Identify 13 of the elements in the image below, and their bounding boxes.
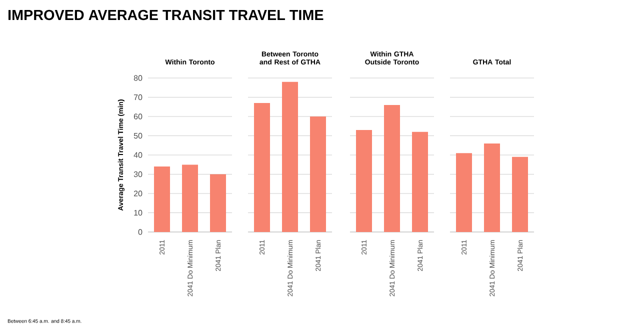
text: IMPROVED AVERAGE TRANSIT TRAVEL TIME: [8, 10, 324, 20]
bar: [182, 164, 198, 232]
y-tick-label: 10: [134, 210, 142, 216]
y-tick-label: 50: [134, 132, 142, 139]
y-tick-label: 0: [138, 229, 142, 235]
y-tick-label: 20: [134, 190, 142, 196]
y-tick-label: 70: [134, 94, 142, 100]
bar: [210, 174, 226, 232]
y-tick-label: 60: [134, 114, 142, 120]
bar: [154, 166, 170, 232]
y-tick-label: 40: [134, 152, 142, 158]
y-tick-label: 80: [134, 75, 142, 81]
y-tick-label: 30: [134, 171, 142, 178]
